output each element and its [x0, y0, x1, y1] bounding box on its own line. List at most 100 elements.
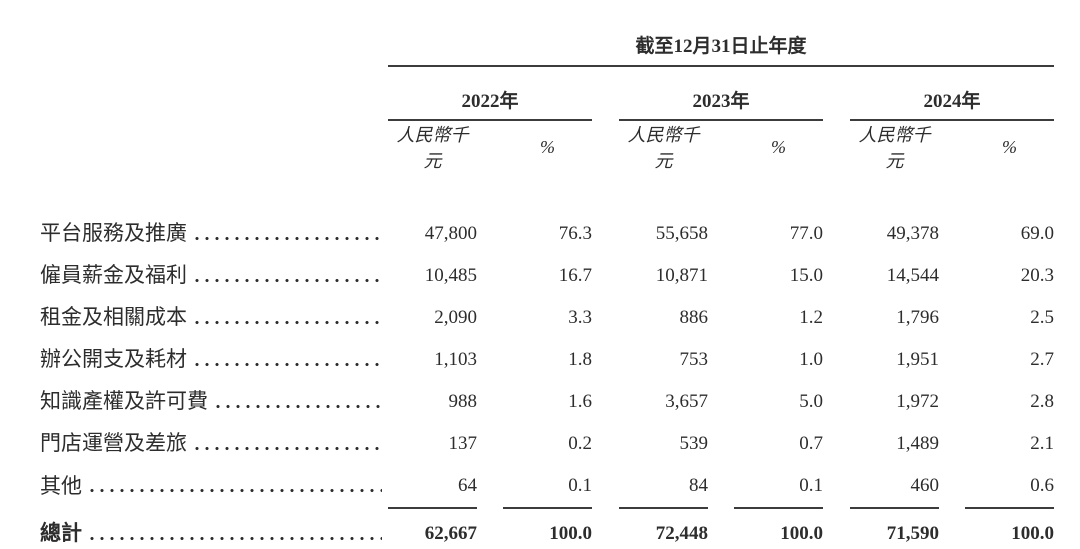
amount-value: 1,796 — [896, 307, 939, 328]
percent-value: 1.6 — [568, 391, 592, 412]
column-spacer — [823, 297, 850, 339]
spacer-cell — [40, 173, 1054, 213]
header-body-spacer — [40, 173, 1054, 213]
cost-breakdown-table: 截至12月31日止年度 2022年 2023年 2024年 人民幣千元 % 人民… — [40, 12, 1054, 549]
column-spacer — [708, 508, 734, 549]
column-spacer — [823, 255, 850, 297]
table-row: 門店運營及差旅 137 0.2 539 0.7 1,489 2.1 — [40, 423, 1054, 465]
subheader-currency: 人民幣千元 — [396, 125, 469, 171]
column-spacer — [708, 297, 734, 339]
column-spacer — [939, 120, 965, 173]
amount-value: 539 — [679, 433, 709, 454]
dot-leader — [195, 235, 382, 241]
column-spacer — [708, 213, 734, 255]
column-spacer — [477, 465, 503, 508]
column-spacer — [823, 339, 850, 381]
column-spacer — [823, 465, 850, 508]
column-spacer — [477, 255, 503, 297]
column-spacer — [708, 339, 734, 381]
column-spacer — [823, 66, 850, 120]
dot-leader — [195, 445, 382, 451]
column-spacer — [592, 213, 619, 255]
column-spacer — [477, 508, 503, 549]
row-label: 僱員薪金及福利 — [40, 255, 388, 297]
subheader-percent: % — [1002, 136, 1017, 157]
subheader-row: 人民幣千元 % 人民幣千元 % 人民幣千元 % — [40, 120, 1054, 173]
percent-value: 5.0 — [799, 391, 823, 412]
amount-value: 71,590 — [886, 523, 939, 544]
column-spacer — [592, 465, 619, 508]
column-spacer — [708, 381, 734, 423]
column-spacer — [939, 465, 965, 508]
row-label: 知識產權及許可費 — [40, 381, 388, 423]
column-spacer — [823, 120, 850, 173]
table-row: 知識產權及許可費 988 1.6 3,657 5.0 1,972 2.8 — [40, 381, 1054, 423]
row-label-text: 門店運營及差旅 — [40, 431, 187, 456]
amount-value: 137 — [448, 433, 478, 454]
year-header-2024: 2024年 — [850, 66, 1054, 121]
column-spacer — [592, 255, 619, 297]
column-spacer — [939, 255, 965, 297]
header-empty-cell — [40, 66, 388, 120]
percent-value: 0.7 — [799, 433, 823, 454]
percent-value: 100.0 — [780, 523, 823, 544]
percent-value: 100.0 — [1011, 523, 1054, 544]
amount-value: 14,544 — [886, 265, 939, 286]
percent-value: 69.0 — [1020, 223, 1054, 244]
column-spacer — [823, 213, 850, 255]
table-row: 辦公開支及耗材 1,103 1.8 753 1.0 1,951 2.7 — [40, 339, 1054, 381]
row-label: 門店運營及差旅 — [40, 423, 388, 465]
table-row: 租金及相關成本 2,090 3.3 886 1.2 1,796 2.5 — [40, 297, 1054, 339]
column-spacer — [592, 381, 619, 423]
column-spacer — [477, 213, 503, 255]
amount-value: 64 — [388, 465, 477, 509]
amount-value: 49,378 — [886, 223, 939, 244]
year-header-2022: 2022年 — [388, 66, 592, 121]
amount-value: 47,800 — [424, 223, 477, 244]
amount-value: 62,667 — [424, 523, 477, 544]
percent-value: 0.1 — [734, 465, 823, 509]
percent-value: 3.3 — [568, 307, 592, 328]
percent-value: 2.7 — [1030, 349, 1054, 370]
percent-value: 1.2 — [799, 307, 823, 328]
column-spacer — [939, 297, 965, 339]
dot-leader — [90, 488, 382, 494]
amount-value: 55,658 — [655, 223, 708, 244]
subheader-percent: % — [771, 136, 786, 157]
column-spacer — [939, 213, 965, 255]
percent-value: 77.0 — [789, 223, 823, 244]
column-spacer — [592, 423, 619, 465]
row-label-text: 平台服務及推廣 — [40, 221, 187, 246]
column-spacer — [939, 339, 965, 381]
amount-value: 753 — [679, 349, 709, 370]
row-label-text: 知識產權及許可費 — [40, 389, 208, 414]
column-spacer — [592, 297, 619, 339]
amount-value: 10,485 — [424, 265, 477, 286]
dot-leader — [90, 535, 382, 541]
percent-value: 0.1 — [503, 465, 592, 509]
percent-value: 0.2 — [568, 433, 592, 454]
percent-value: 1.8 — [568, 349, 592, 370]
table-row: 僱員薪金及福利 10,485 16.7 10,871 15.0 14,544 20.3 — [40, 255, 1054, 297]
percent-value: 100.0 — [549, 523, 592, 544]
percent-value: 15.0 — [789, 265, 823, 286]
dot-leader — [195, 361, 382, 367]
percent-value: 16.7 — [558, 265, 592, 286]
percent-value: 20.3 — [1020, 265, 1054, 286]
column-spacer — [477, 297, 503, 339]
header-empty-cell — [40, 120, 388, 173]
dot-leader — [216, 403, 382, 409]
column-spacer — [592, 120, 619, 173]
amount-value: 1,103 — [434, 349, 477, 370]
column-spacer — [477, 423, 503, 465]
table-row: 其他 64 0.1 84 0.1 460 0.6 — [40, 465, 1054, 509]
year-header-row: 2022年 2023年 2024年 — [40, 66, 1054, 121]
row-label-text: 辦公開支及耗材 — [40, 347, 187, 372]
row-label-text: 總計 — [40, 521, 82, 546]
percent-value: 2.1 — [1030, 433, 1054, 454]
column-spacer — [823, 423, 850, 465]
column-spacer — [823, 508, 850, 549]
row-label: 平台服務及推廣 — [40, 213, 388, 255]
row-label: 其他 — [40, 465, 388, 508]
